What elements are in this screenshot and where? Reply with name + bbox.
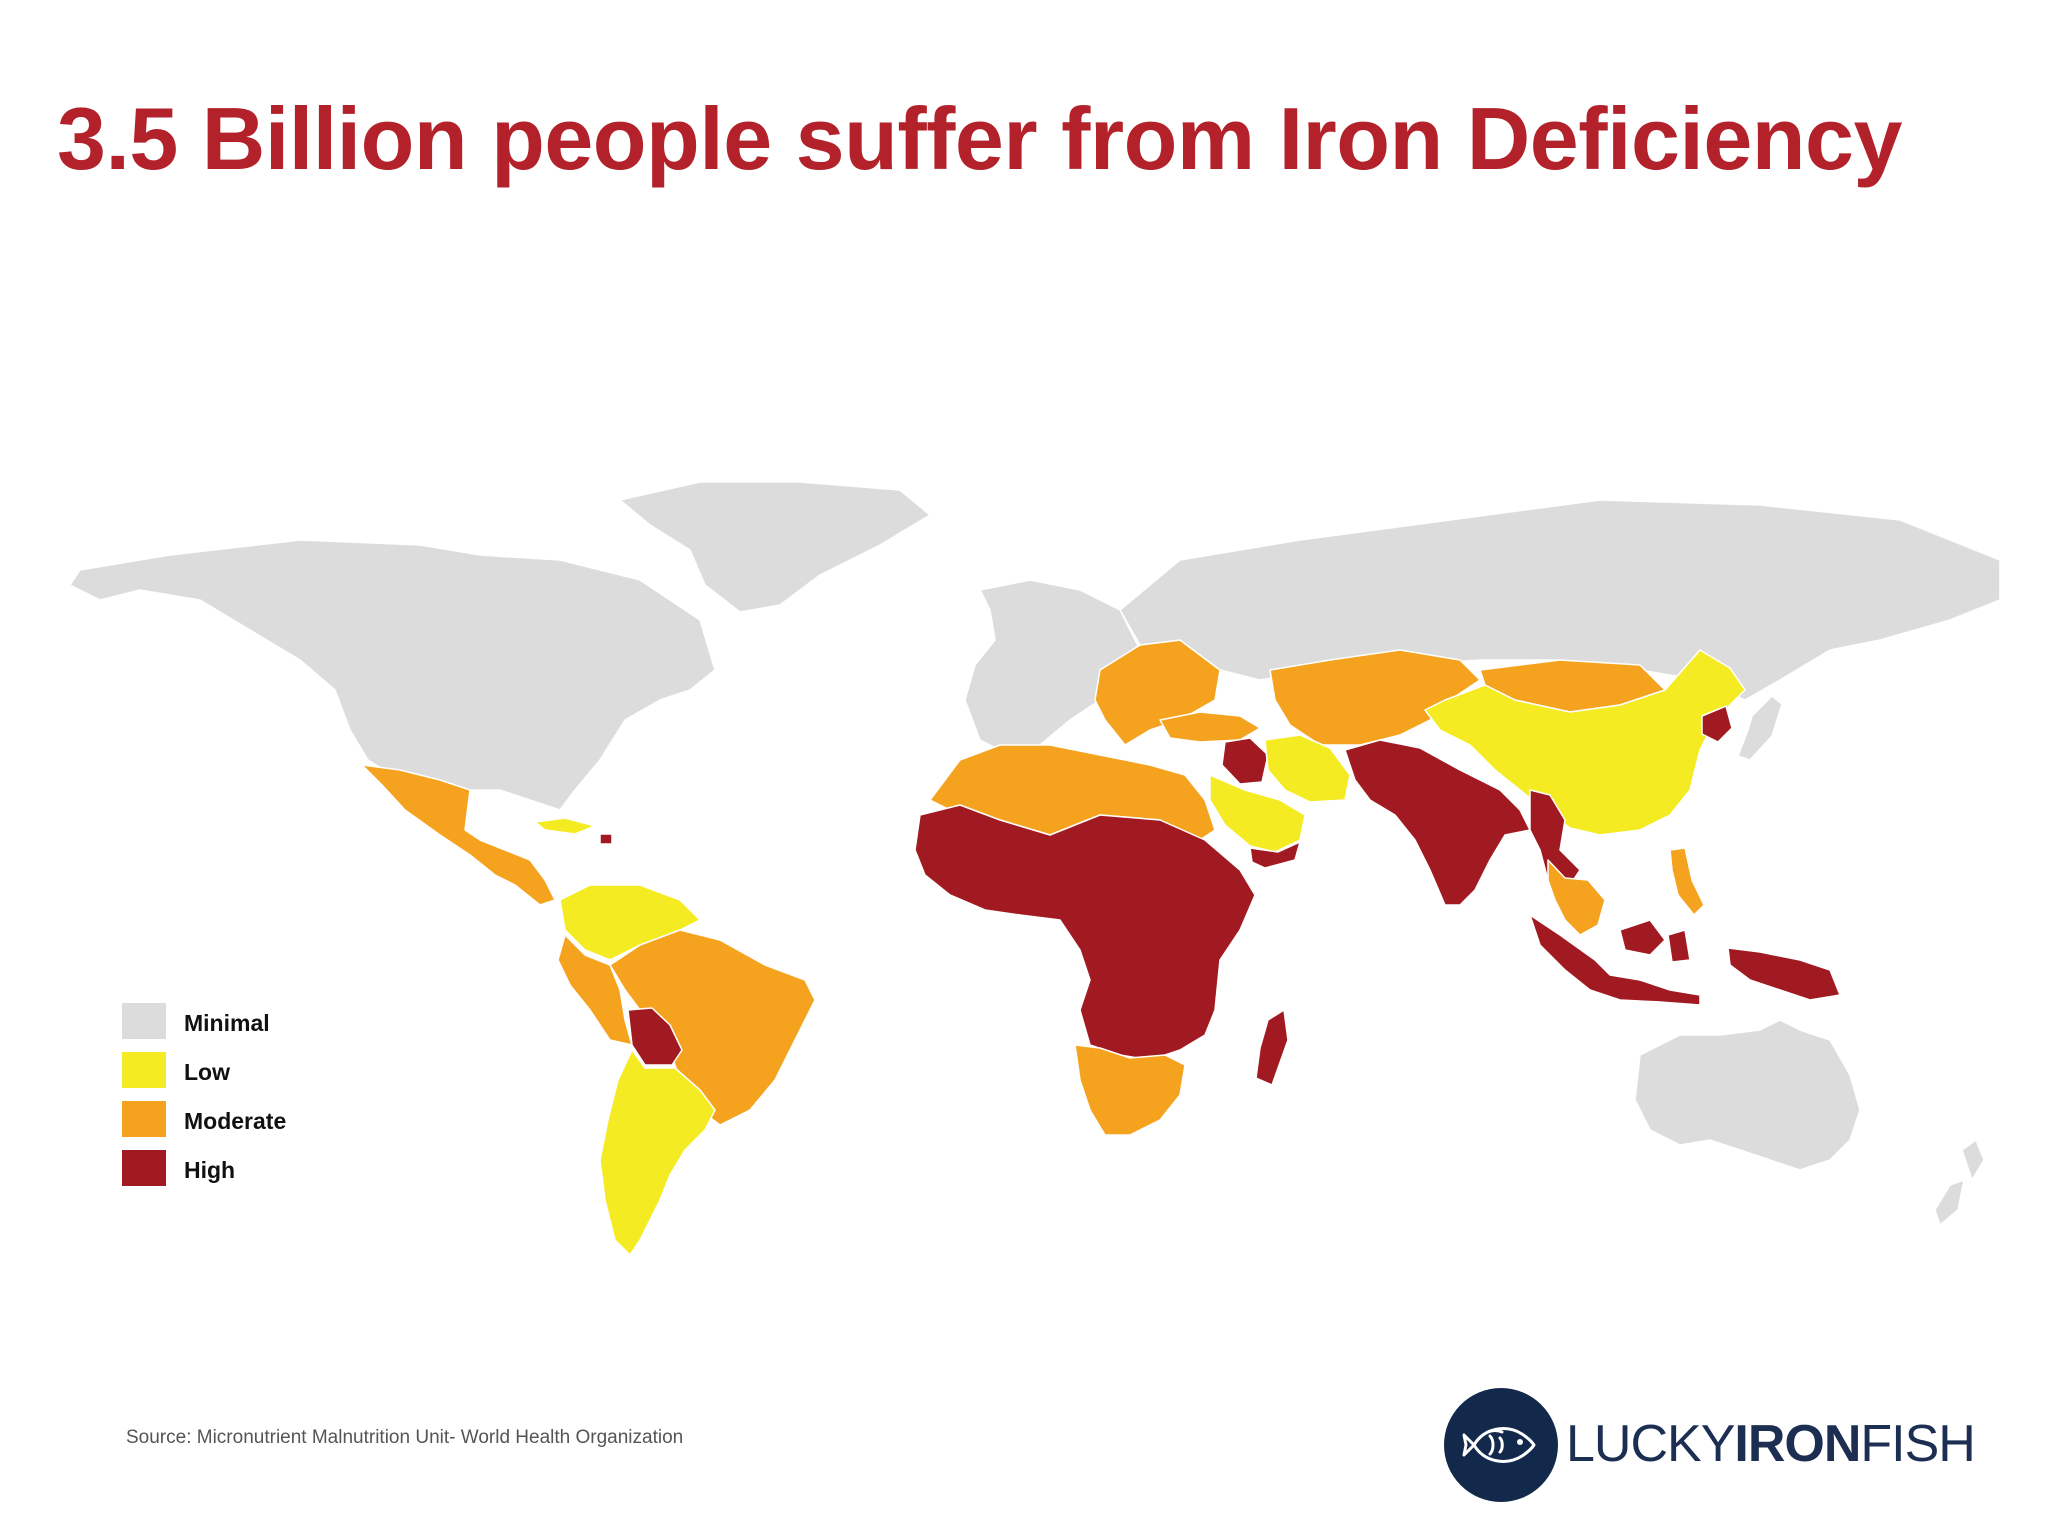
world-map xyxy=(69,481,2001,1256)
region-china xyxy=(1424,649,1746,836)
region-saudi-arabia xyxy=(1209,774,1306,853)
logo-word-fish: FISH xyxy=(1860,1415,1975,1473)
region-madagascar xyxy=(1255,1009,1289,1086)
region-indonesia xyxy=(1529,914,1701,1006)
legend-swatch-minimal xyxy=(122,1003,166,1039)
legend-swatch-high xyxy=(122,1150,166,1186)
region-turkey xyxy=(1159,711,1261,743)
region-japan xyxy=(1737,695,1783,761)
logo-badge xyxy=(1444,1388,1558,1502)
legend-label-moderate: Moderate xyxy=(184,1108,287,1134)
region-north-korea xyxy=(1701,705,1733,743)
legend-label-high: High xyxy=(184,1157,236,1183)
region-cuba xyxy=(534,817,596,835)
region-north-america xyxy=(69,539,716,811)
source-note: Source: Micronutrient Malnutrition Unit-… xyxy=(126,1427,684,1448)
logo-word-lucky: LUCKY xyxy=(1566,1415,1735,1473)
fish-icon xyxy=(1462,1427,1536,1463)
region-argentina-chile xyxy=(599,1049,716,1256)
legend-label-low: Low xyxy=(184,1059,230,1085)
region-papua-new-guinea xyxy=(1727,947,1841,1001)
region-australia xyxy=(1634,1019,1861,1171)
region-iran xyxy=(1264,734,1351,803)
region-new-zealand xyxy=(1934,1139,1985,1226)
region-europe xyxy=(964,579,1141,756)
legend-swatch-moderate xyxy=(122,1101,166,1137)
logo-word-iron: IRON xyxy=(1734,1415,1861,1473)
brand-logo: LUCKYIRONFISH xyxy=(1444,1388,2004,1506)
region-mexico-central-america xyxy=(361,764,556,906)
region-iraq xyxy=(1221,737,1269,785)
region-southern-africa xyxy=(1074,1044,1186,1136)
region-thailand-vietnam xyxy=(1547,859,1606,936)
legend-swatch-low xyxy=(122,1052,166,1088)
region-sub-saharan-africa xyxy=(914,804,1256,1061)
legend-label-minimal: Minimal xyxy=(184,1010,270,1036)
region-greenland xyxy=(619,481,931,613)
logo-wordmark: LUCKYIRONFISH xyxy=(1566,1415,1976,1473)
region-russia xyxy=(1119,499,2001,701)
region-central-asia xyxy=(1269,649,1481,746)
region-haiti xyxy=(599,833,613,845)
region-myanmar-cambodia xyxy=(1529,789,1581,886)
region-yemen xyxy=(1249,841,1301,869)
region-philippines xyxy=(1669,847,1705,916)
region-south-asia xyxy=(1344,739,1531,906)
region-bolivia xyxy=(627,1007,683,1066)
page-title: 3.5 Billion people suffer from Iron Defi… xyxy=(57,89,1902,188)
